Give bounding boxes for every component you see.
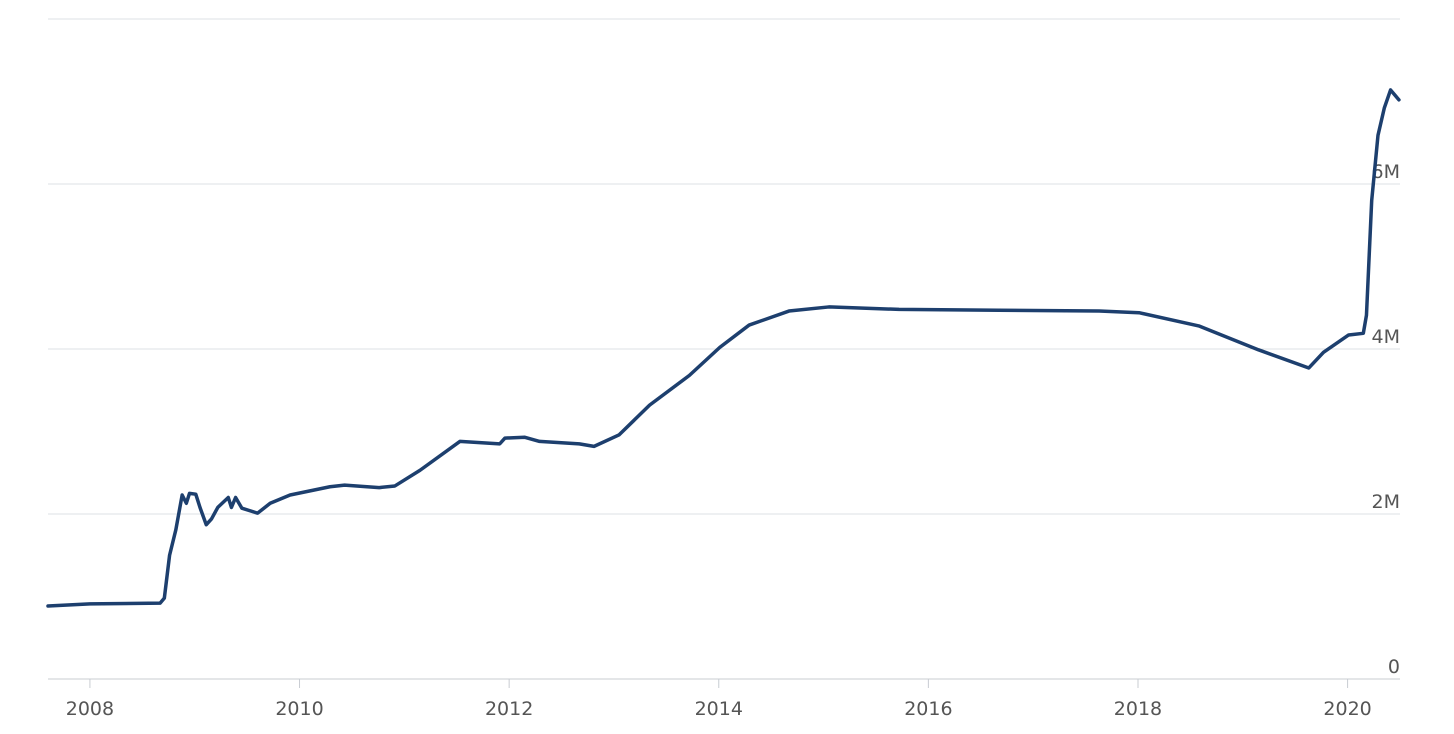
x-tick-label: 2010 (275, 698, 323, 720)
y-tick-label: 0 (1388, 656, 1400, 678)
x-tick-label: 2016 (904, 698, 952, 720)
x-tick-label: 2008 (66, 698, 114, 720)
x-tick-label: 2012 (485, 698, 533, 720)
x-tick-label: 2014 (695, 698, 743, 720)
y-tick-label: 2M (1372, 491, 1400, 513)
y-tick-label: 6M (1372, 161, 1400, 183)
x-tick-label: 2020 (1323, 698, 1371, 720)
line-series (46, 88, 1401, 608)
y-tick-label: 4M (1372, 326, 1400, 348)
x-tick-label: 2018 (1114, 698, 1162, 720)
